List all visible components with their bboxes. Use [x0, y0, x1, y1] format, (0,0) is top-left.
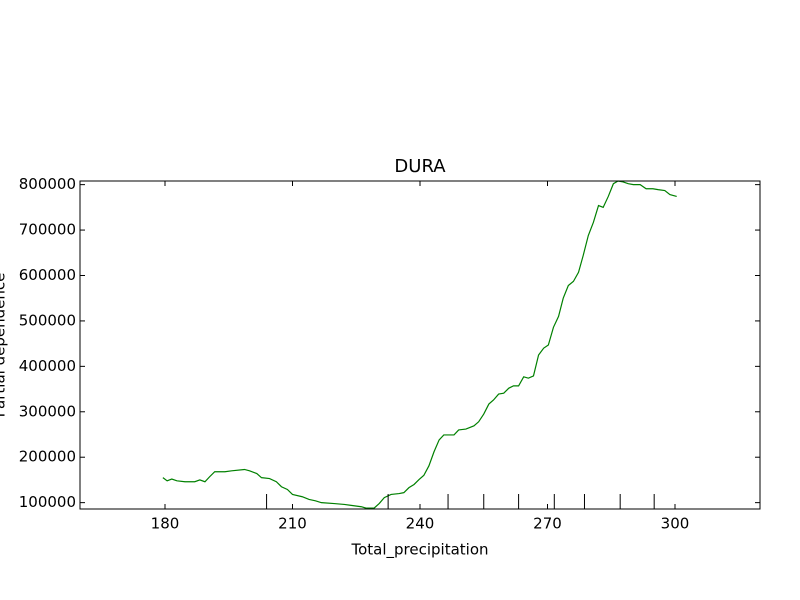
- y-tick-label: 400000: [19, 357, 76, 375]
- y-tick-label: 700000: [19, 221, 76, 239]
- x-tick-label: 240: [406, 515, 435, 533]
- y-tick-label: 500000: [19, 311, 76, 329]
- y-tick-label: 300000: [19, 402, 76, 420]
- plot-frame: [79, 180, 761, 510]
- line-series: [162, 180, 677, 509]
- y-tick-label: 200000: [19, 448, 76, 466]
- y-tick-label: 600000: [19, 266, 76, 284]
- x-tick-label: 300: [661, 515, 690, 533]
- y-tick-label: 100000: [19, 493, 76, 511]
- x-tick-label: 270: [533, 515, 562, 533]
- y-tick-label: 800000: [19, 175, 76, 193]
- x-axis-label: Total_precipitation: [350, 541, 488, 560]
- x-tick-label: 210: [278, 515, 307, 533]
- y-axis-label: Partial dependence: [0, 273, 9, 418]
- x-tick-label: 180: [151, 515, 180, 533]
- chart-title: DURA: [394, 156, 446, 177]
